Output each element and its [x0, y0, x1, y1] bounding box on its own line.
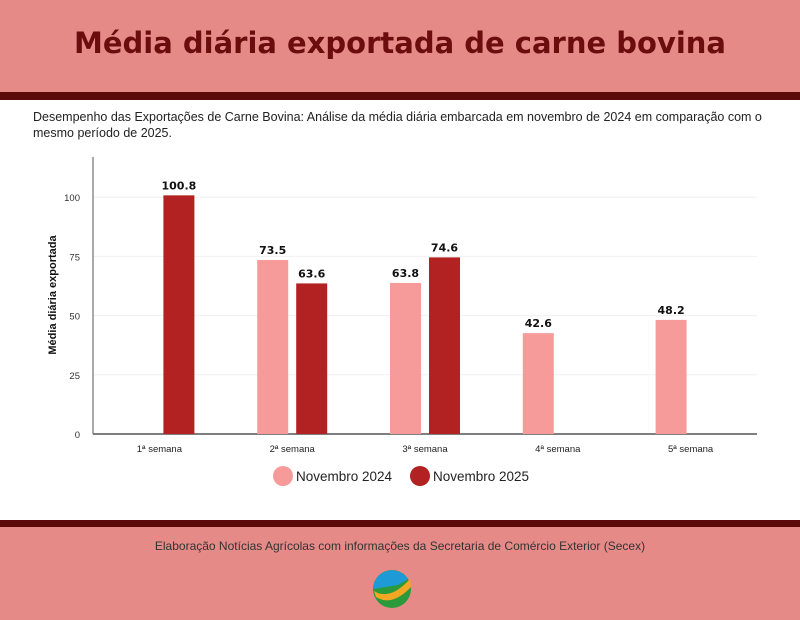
x-tick-label: 1ª semana	[137, 444, 183, 455]
y-tick-label: 25	[69, 371, 80, 382]
x-tick-label: 3ª semana	[402, 444, 448, 455]
x-tick-label: 5ª semana	[668, 444, 714, 455]
y-tick-label: 75	[69, 252, 80, 263]
y-axis-label: Média diária exportada	[47, 235, 59, 355]
legend-label: Novembro 2025	[433, 469, 529, 484]
data-label: 73.5	[259, 244, 286, 257]
bar-2024	[655, 319, 687, 434]
bar-2025	[163, 195, 195, 434]
x-tick-label: 4ª semana	[535, 444, 581, 455]
data-label: 63.8	[392, 267, 419, 280]
x-tick-label: 2ª semana	[270, 444, 316, 455]
bar-2025	[296, 283, 328, 434]
footer-divider	[0, 520, 800, 527]
data-label: 48.2	[658, 304, 685, 317]
source-note: Elaboração Notícias Agrícolas com inform…	[154, 539, 646, 553]
chart-subtitle: Desempenho das Exportações de Carne Bovi…	[33, 110, 762, 140]
y-tick-label: 50	[69, 312, 80, 323]
data-label: 74.6	[431, 241, 458, 254]
data-label: 63.6	[298, 267, 325, 280]
legend-label: Novembro 2024	[296, 469, 393, 484]
bar-2024	[390, 282, 421, 434]
header: Média diária exportada de carne bovina	[0, 0, 800, 92]
legend-swatch	[410, 466, 430, 486]
data-label: 100.8	[162, 179, 197, 192]
footer: Elaboração Notícias Agrícolas com inform…	[0, 527, 800, 620]
header-divider	[0, 92, 800, 100]
y-tick-label: 100	[64, 193, 80, 204]
page-title: Média diária exportada de carne bovina	[73, 26, 727, 60]
y-tick-label: 0	[75, 430, 80, 441]
logo-icon	[373, 570, 411, 608]
data-label: 42.6	[525, 317, 552, 330]
bar-2025	[429, 257, 460, 434]
bar-2024	[257, 259, 289, 434]
bar-chart: 0 25 50 75 100 Média diária exportada 1ª seman…	[47, 157, 757, 486]
legend-swatch	[273, 466, 293, 486]
bar-2024	[522, 333, 554, 434]
